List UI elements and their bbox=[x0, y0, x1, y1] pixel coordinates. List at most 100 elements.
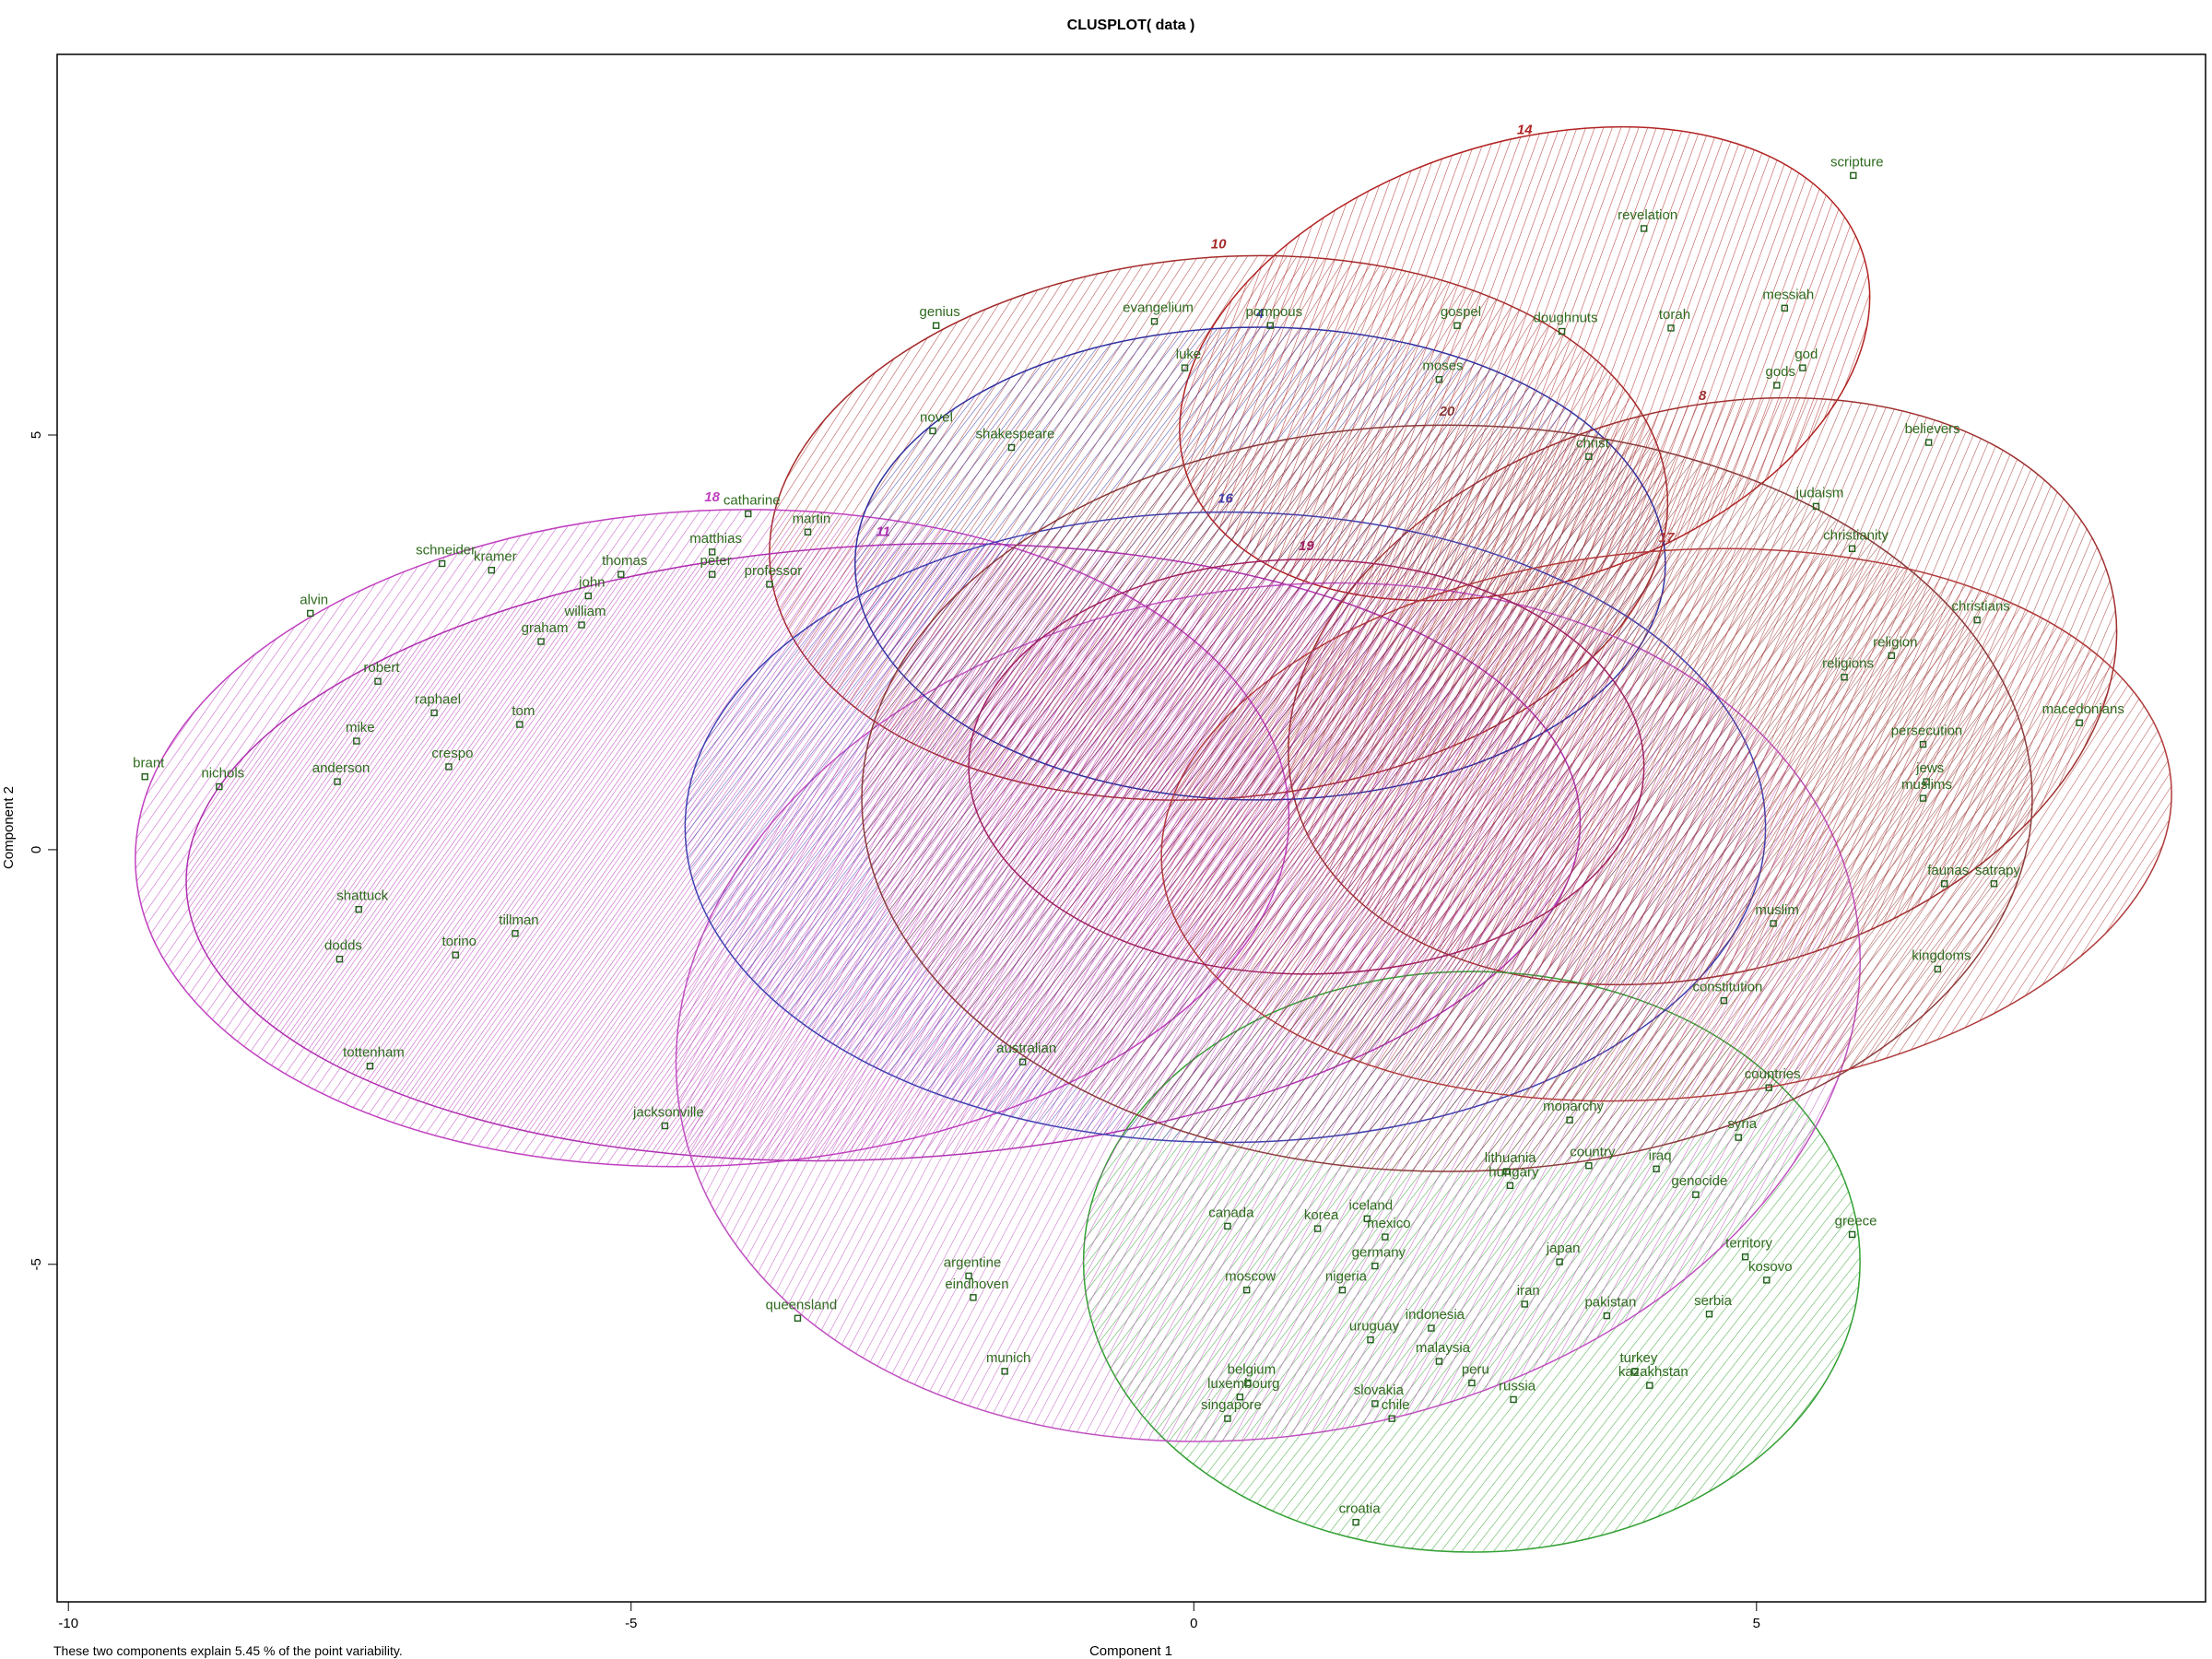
point-label: revelation bbox=[1618, 207, 1677, 223]
point bbox=[1556, 1258, 1563, 1265]
point-label: iceland bbox=[1349, 1197, 1394, 1213]
point bbox=[661, 1122, 669, 1130]
x-tick-label: 5 bbox=[1753, 1616, 1760, 1631]
point bbox=[1799, 364, 1806, 371]
point-label: munich bbox=[986, 1350, 1030, 1366]
point bbox=[618, 571, 625, 578]
point-label: russia bbox=[1499, 1378, 1536, 1394]
point-label: jews bbox=[1915, 760, 1944, 776]
point bbox=[1848, 545, 1856, 552]
point-label: faunas bbox=[1927, 863, 1969, 878]
cluster-label: 10 bbox=[1211, 236, 1227, 252]
point-label: john bbox=[578, 575, 605, 591]
point bbox=[766, 581, 773, 588]
point bbox=[1371, 1262, 1379, 1270]
point-label: singapore bbox=[1201, 1397, 1262, 1413]
point bbox=[1653, 1165, 1660, 1173]
point-label: anderson bbox=[312, 760, 371, 776]
point-label: kramer bbox=[474, 549, 517, 565]
point bbox=[1919, 740, 1927, 748]
point-label: luxembourg bbox=[1207, 1376, 1279, 1392]
point-label: gospel bbox=[1441, 304, 1481, 320]
point-label: religions bbox=[1822, 656, 1874, 672]
point bbox=[355, 905, 362, 913]
point bbox=[1924, 439, 1933, 446]
point bbox=[1382, 1233, 1389, 1241]
point-label: constitution bbox=[1692, 980, 1762, 995]
point-label: torino bbox=[441, 934, 477, 949]
point-label: countries bbox=[1745, 1066, 1801, 1082]
point bbox=[1150, 318, 1159, 325]
cluster-label: 8 bbox=[1699, 388, 1707, 404]
point bbox=[488, 566, 496, 574]
point bbox=[578, 621, 585, 629]
point bbox=[1631, 1368, 1639, 1375]
point bbox=[1841, 674, 1848, 681]
point bbox=[1919, 794, 1927, 802]
point bbox=[1667, 324, 1675, 332]
point bbox=[516, 721, 524, 728]
point bbox=[1435, 376, 1443, 383]
point bbox=[1435, 1358, 1443, 1365]
point-label: schneider bbox=[416, 542, 476, 558]
x-axis-label: Component 1 bbox=[1089, 1643, 1172, 1659]
point-label: moscow bbox=[1225, 1269, 1276, 1285]
point-label: greece bbox=[1835, 1213, 1877, 1229]
point-label: doughnuts bbox=[1534, 311, 1598, 326]
point-label: martin bbox=[793, 511, 831, 526]
point-label: country bbox=[1570, 1145, 1616, 1160]
point bbox=[1781, 304, 1789, 312]
point bbox=[1941, 880, 1948, 888]
x-tick-label: 0 bbox=[1190, 1616, 1197, 1631]
point-label: graham bbox=[522, 620, 569, 636]
point bbox=[1923, 778, 1930, 785]
footnote: These two components explain 5.45 % of t… bbox=[53, 1643, 403, 1658]
point-label: tottenham bbox=[343, 1045, 405, 1061]
point-label: luke bbox=[1176, 347, 1202, 362]
point-label: macedonians bbox=[2042, 701, 2124, 717]
point bbox=[334, 778, 341, 785]
point-label: satrapy bbox=[1975, 863, 2021, 878]
point-label: iran bbox=[1517, 1283, 1540, 1299]
point bbox=[1242, 1286, 1251, 1294]
point bbox=[745, 510, 752, 518]
point bbox=[1371, 1400, 1379, 1407]
point bbox=[438, 559, 446, 568]
point bbox=[708, 548, 716, 556]
point-label: torah bbox=[1659, 307, 1690, 323]
point bbox=[1763, 1277, 1771, 1284]
point-label: lithuania bbox=[1485, 1150, 1537, 1166]
point bbox=[929, 427, 936, 435]
point-label: crespo bbox=[431, 746, 473, 761]
point bbox=[1705, 1311, 1713, 1318]
point-label: believers bbox=[1905, 421, 1960, 437]
point bbox=[1566, 1116, 1573, 1124]
cluster-label: 4 bbox=[1255, 306, 1265, 322]
y-axis-label: Component 2 bbox=[1, 786, 17, 869]
point bbox=[1692, 1191, 1700, 1198]
point bbox=[1224, 1415, 1231, 1422]
point bbox=[1367, 1335, 1374, 1344]
point-label: shattuck bbox=[336, 888, 388, 904]
point bbox=[1973, 616, 1981, 624]
point-label: hungary bbox=[1488, 1164, 1539, 1180]
chart-title: CLUSPLOT( data ) bbox=[1067, 18, 1195, 33]
point bbox=[970, 1294, 977, 1301]
point-label: malaysia bbox=[1416, 1340, 1471, 1356]
point bbox=[1603, 1312, 1611, 1320]
point bbox=[1585, 1162, 1593, 1170]
point-label: raphael bbox=[415, 691, 461, 707]
point-label: scripture bbox=[1830, 154, 1884, 170]
y-tick-label: 0 bbox=[29, 846, 44, 853]
point bbox=[452, 951, 459, 959]
point bbox=[1558, 327, 1566, 335]
y-tick-label: -5 bbox=[29, 1258, 44, 1270]
point bbox=[708, 571, 716, 578]
point bbox=[1812, 502, 1820, 511]
point bbox=[1018, 1058, 1027, 1065]
point-label: evangelium bbox=[1123, 300, 1194, 316]
point-label: nichols bbox=[201, 766, 244, 782]
point bbox=[537, 638, 545, 645]
point-label: monarchy bbox=[1543, 1099, 1604, 1114]
